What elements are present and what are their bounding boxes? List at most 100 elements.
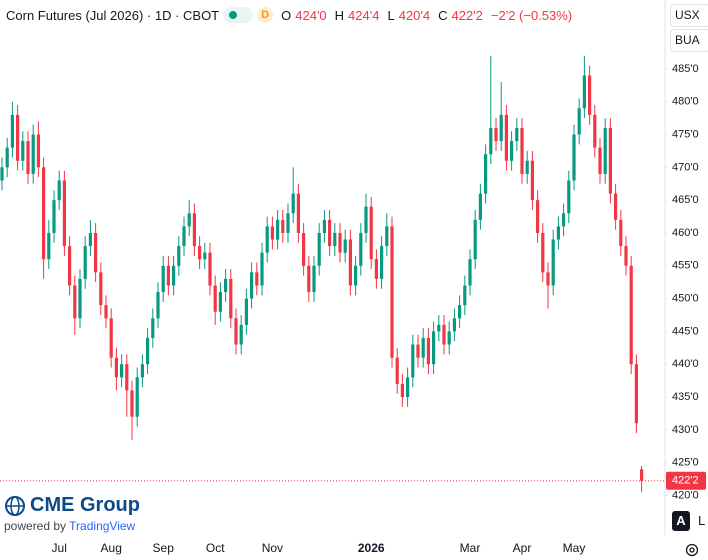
candle-body: [582, 75, 586, 109]
candle-body: [530, 160, 534, 201]
candle-body: [302, 232, 306, 266]
log-scale-button[interactable]: L: [698, 513, 706, 528]
candle-body: [187, 213, 191, 227]
candle-body: [250, 272, 254, 299]
candle-body: [182, 226, 186, 247]
candle-body: [369, 206, 373, 260]
candle-body: [10, 114, 14, 148]
candle-body: [78, 278, 82, 319]
candle-body: [166, 265, 170, 286]
candle-body: [536, 200, 540, 233]
high-letter: H: [334, 7, 345, 23]
candle-body: [556, 226, 560, 240]
candle-body: [629, 265, 633, 365]
candle-body: [135, 377, 139, 417]
candle-body: [354, 265, 358, 286]
candle-body: [541, 232, 545, 273]
low-value: 420'4: [398, 7, 431, 23]
candle-body: [624, 246, 628, 266]
x-tick-label: Jul: [52, 541, 67, 555]
y-tick-label: 485'0: [672, 63, 699, 75]
candle-body: [452, 318, 456, 332]
candle-body: [229, 278, 233, 319]
candle-body: [52, 200, 56, 233]
candle-body: [473, 219, 477, 260]
candle-body: [510, 141, 514, 161]
x-tick-label: May: [563, 541, 586, 555]
candle-body: [255, 272, 259, 286]
candle-body: [286, 213, 290, 233]
candle-body: [312, 265, 316, 293]
candle-body: [593, 114, 597, 148]
candle-body: [442, 324, 446, 345]
candle-body: [426, 337, 430, 365]
x-tick-label: Sep: [153, 541, 175, 555]
candle-body: [156, 292, 160, 319]
candle-body: [478, 193, 482, 220]
candle-body: [239, 324, 243, 345]
x-tick-label: Aug: [101, 541, 122, 555]
candle-body: [598, 147, 602, 174]
candle-body: [546, 272, 550, 286]
candle-body: [328, 219, 332, 247]
platform-link[interactable]: TradingView: [69, 519, 136, 533]
candle-body: [406, 377, 410, 398]
candle-body: [421, 337, 425, 358]
candle-body: [218, 292, 222, 312]
candle-body: [16, 114, 20, 161]
chart-title: Corn Futures (Jul 2026) · 1D · CBOT: [6, 7, 220, 23]
change: −2'2 (−0.53%): [490, 7, 573, 23]
candle-body: [192, 213, 196, 247]
candle-body: [634, 364, 638, 424]
settings-icon[interactable]: [685, 543, 699, 557]
candle-body: [281, 219, 285, 233]
candle-body: [161, 265, 165, 293]
candle-body: [588, 75, 592, 115]
candle-body: [504, 114, 508, 161]
candle-body: [99, 272, 103, 306]
candle-body: [400, 383, 404, 398]
unit-select[interactable]: BUA: [670, 29, 708, 52]
candle-body: [385, 226, 389, 247]
candle-body: [499, 114, 503, 142]
visibility-toggle[interactable]: [223, 6, 254, 24]
candle-body: [515, 127, 519, 142]
candle-body: [0, 167, 4, 181]
last-price-label: 422'2: [672, 475, 699, 487]
candle-body: [317, 232, 321, 266]
close-value: 422'2: [451, 7, 483, 23]
candle-body: [276, 219, 280, 240]
y-tick-label: 470'0: [672, 161, 699, 173]
candle-body: [213, 285, 217, 312]
cme-globe: [5, 496, 25, 516]
candle-body: [390, 226, 394, 358]
candle-body: [551, 239, 555, 286]
candle-body: [458, 305, 462, 319]
close-letter: C: [438, 7, 448, 23]
candle-body: [567, 180, 571, 214]
y-tick-label: 455'0: [672, 260, 699, 272]
candle-body: [380, 246, 384, 279]
candle-body: [265, 226, 269, 253]
last-price-tag: [666, 471, 706, 490]
currency-select[interactable]: USX: [670, 4, 708, 27]
candle-body: [42, 167, 46, 260]
candle-body: [374, 259, 378, 279]
x-tick-label: Mar: [460, 541, 481, 555]
branding: CME Group powered by TradingView: [4, 493, 140, 533]
candle-body: [21, 141, 25, 161]
candle-body: [603, 127, 607, 174]
candle-body: [333, 232, 337, 247]
candle-body: [562, 213, 566, 227]
cme-logo: CME Group: [30, 494, 140, 516]
candle-body: [494, 127, 498, 142]
candle-body: [348, 239, 352, 286]
y-tick-label: 430'0: [672, 424, 699, 436]
candle-body: [198, 246, 202, 260]
candle-body: [244, 298, 248, 325]
auto-scale-button[interactable]: A: [672, 511, 690, 531]
y-tick-label: 445'0: [672, 325, 699, 337]
candle-body: [619, 219, 623, 247]
candle-body: [104, 305, 108, 319]
powered-by: powered by TradingView: [4, 519, 140, 533]
